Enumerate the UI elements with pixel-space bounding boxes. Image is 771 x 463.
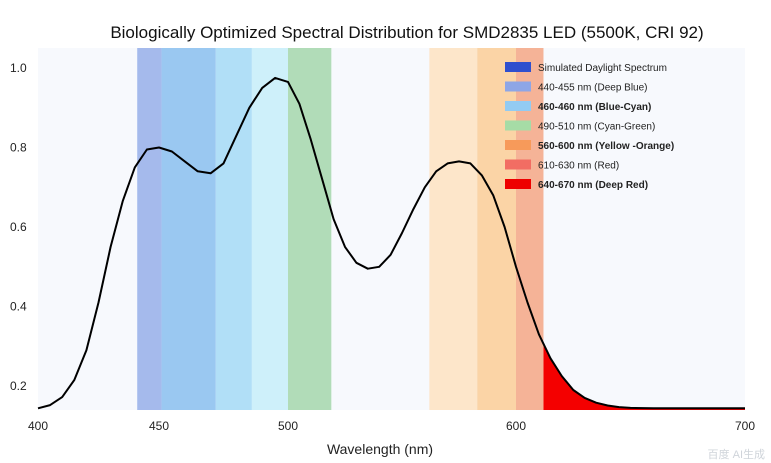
y-tick-label: 0.4 xyxy=(10,300,27,314)
legend-label: 490-510 nm (Cyan-Green) xyxy=(538,122,655,133)
band-1 xyxy=(161,48,216,410)
legend-swatch xyxy=(505,140,531,150)
legend-label: 440-455 nm (Deep Blue) xyxy=(538,83,648,94)
deep-red-fill xyxy=(543,343,745,410)
band-0 xyxy=(137,48,162,410)
band-2 xyxy=(215,48,252,410)
legend-label: 610-630 nm (Red) xyxy=(538,161,619,172)
legend-swatch xyxy=(505,159,531,170)
legend-label: Simulated Daylight Spectrum xyxy=(538,63,667,74)
band-5 xyxy=(429,48,478,410)
x-tick-label: 450 xyxy=(149,419,169,433)
x-axis-ticks: 400 450 500 600 700 xyxy=(28,419,755,433)
x-tick-label: 600 xyxy=(506,419,526,433)
y-tick-label: 0.8 xyxy=(10,141,27,155)
legend-label: 460-460 nm (Blue-Cyan) xyxy=(538,102,651,113)
wavelength-bands xyxy=(137,48,544,410)
deep-red-area xyxy=(543,343,745,410)
legend-swatch xyxy=(505,62,531,72)
x-tick-label: 500 xyxy=(278,419,298,433)
legend-swatch xyxy=(505,101,531,111)
legend-swatch xyxy=(505,81,531,92)
x-axis-label: Wavelength (nm) xyxy=(327,441,433,457)
legend: Simulated Daylight Spectrum 440-455 nm (D… xyxy=(505,62,674,191)
x-tick-label: 400 xyxy=(28,419,48,433)
legend-swatch xyxy=(505,179,531,189)
watermark: 百度 AI生成 xyxy=(708,447,765,461)
y-tick-label: 0.2 xyxy=(10,379,27,393)
y-tick-label: 0.6 xyxy=(10,220,27,234)
legend-label: 640-670 nm (Deep Red) xyxy=(538,180,648,191)
band-4 xyxy=(288,48,332,410)
series-line xyxy=(37,76,745,410)
x-tick-label: 700 xyxy=(735,419,755,433)
chart-title: Biologically Optimized Spectral Distribu… xyxy=(110,23,703,42)
band-3 xyxy=(251,48,288,410)
spectrum-line xyxy=(37,76,745,410)
y-axis-ticks: 0.2 0.4 0.6 0.8 1.0 xyxy=(10,61,27,393)
legend-swatch xyxy=(505,120,531,131)
legend-label: 560-600 nm (Yellow -Orange) xyxy=(538,141,674,152)
y-tick-label: 1.0 xyxy=(10,61,27,75)
